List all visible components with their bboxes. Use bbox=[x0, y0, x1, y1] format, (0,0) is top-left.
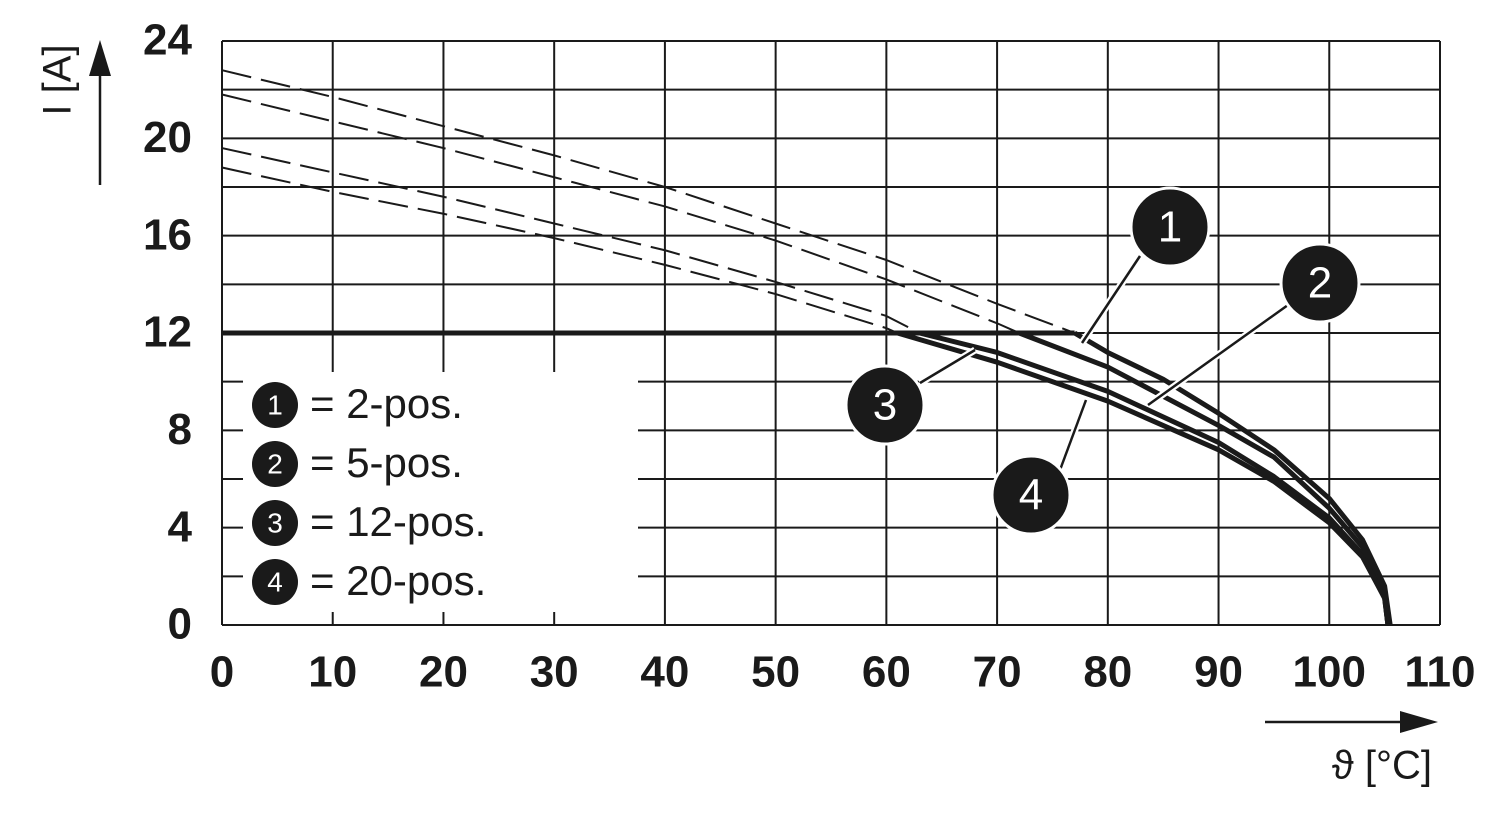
callout-leader bbox=[1147, 303, 1289, 407]
legend-marker-text: 4 bbox=[267, 566, 283, 597]
x-tick-label: 100 bbox=[1293, 648, 1366, 697]
x-tick-label: 70 bbox=[973, 648, 1022, 697]
derating-curve bbox=[1073, 330, 1393, 626]
callout-leader bbox=[919, 348, 976, 385]
y-tick-label: 24 bbox=[143, 16, 192, 65]
callout-text: 2 bbox=[1308, 259, 1332, 308]
y-tick-label: 0 bbox=[168, 600, 192, 649]
legend-label: = 20-pos. bbox=[310, 557, 486, 604]
x-tick-label: 50 bbox=[751, 648, 800, 697]
callout-text: 4 bbox=[1019, 471, 1043, 520]
legend-marker bbox=[252, 382, 298, 428]
legend-label: = 12-pos. bbox=[310, 498, 486, 545]
legend-marker bbox=[252, 559, 298, 605]
callout-leader bbox=[1058, 399, 1088, 471]
callout bbox=[844, 364, 926, 446]
legend-box bbox=[243, 372, 638, 612]
y-tick-label: 16 bbox=[143, 210, 192, 259]
callout bbox=[990, 454, 1072, 536]
x-tick-label: 110 bbox=[1405, 648, 1476, 697]
legend-marker-text: 2 bbox=[267, 448, 283, 479]
derating-curve bbox=[896, 330, 1391, 626]
y-arrowhead bbox=[89, 40, 111, 76]
unlimited-curve bbox=[221, 166, 898, 334]
x-tick-label: 90 bbox=[1194, 648, 1243, 697]
callout-text: 1 bbox=[1158, 203, 1182, 252]
callout-leader bbox=[1080, 255, 1142, 344]
y-tick-label: 12 bbox=[143, 308, 192, 357]
x-tick-label: 10 bbox=[308, 648, 357, 697]
callout-text: 3 bbox=[873, 381, 897, 430]
callout bbox=[1279, 242, 1361, 324]
x-tick-label: 80 bbox=[1083, 648, 1132, 697]
x-axis-label: ϑ [°C] bbox=[1332, 744, 1432, 788]
unlimited-curve bbox=[221, 147, 921, 334]
legend-label: = 5-pos. bbox=[310, 439, 463, 486]
legend-marker-text: 1 bbox=[267, 389, 283, 420]
unlimited-curve bbox=[221, 93, 1020, 334]
y-tick-label: 8 bbox=[168, 405, 192, 454]
y-tick-label: 20 bbox=[143, 113, 192, 162]
x-arrowhead bbox=[1400, 711, 1438, 733]
y-tick-label: 4 bbox=[168, 502, 193, 551]
x-tick-label: 0 bbox=[210, 648, 234, 697]
callout bbox=[1129, 186, 1211, 268]
x-tick-label: 20 bbox=[419, 648, 468, 697]
legend-marker bbox=[252, 441, 298, 487]
unlimited-curve bbox=[221, 69, 1075, 334]
legend-label: = 2-pos. bbox=[310, 380, 463, 427]
legend-marker-text: 3 bbox=[267, 507, 283, 538]
x-tick-label: 60 bbox=[862, 648, 911, 697]
legend-marker bbox=[252, 500, 298, 546]
y-axis-label: I [A] bbox=[36, 44, 80, 115]
x-tick-label: 30 bbox=[530, 648, 579, 697]
x-tick-label: 40 bbox=[640, 648, 689, 697]
